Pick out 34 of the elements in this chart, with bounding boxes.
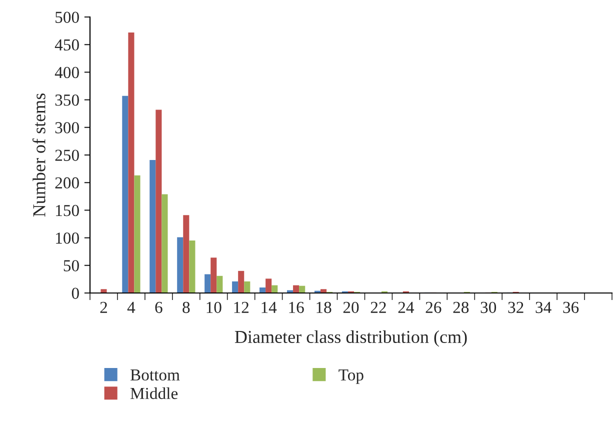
- y-tick-label: 500: [56, 12, 79, 23]
- x-tick-label: 6: [155, 302, 162, 314]
- x-tick-label: 32: [508, 302, 524, 314]
- legend-label: Middle: [130, 387, 178, 400]
- x-tick-label: 26: [426, 302, 442, 314]
- y-tick-label: 300: [55, 122, 79, 134]
- x-tick-label: 18: [316, 302, 332, 314]
- x-tick-label: 2: [100, 302, 107, 313]
- x-tick-label: 16: [289, 302, 304, 314]
- x-tick-label: 12: [234, 302, 249, 313]
- x-tick-label: 4: [127, 302, 136, 313]
- y-tick-label: 400: [54, 66, 79, 78]
- x-tick-label: 36: [563, 302, 579, 314]
- y-tick-label: 0: [72, 288, 79, 299]
- x-tick-label: 20: [343, 302, 359, 314]
- x-tick-label: 14: [262, 302, 277, 313]
- y-axis-title: Number of stems: [32, 93, 46, 217]
- x-axis-title: Diameter class distribution (cm): [234, 330, 467, 347]
- x-tick-label: 22: [370, 302, 386, 313]
- y-tick-label: 50: [64, 260, 79, 272]
- y-tick-label: 100: [56, 232, 79, 244]
- legend-label: Bottom: [130, 369, 180, 381]
- x-tick-label: 30: [480, 302, 496, 314]
- y-tick-label: 350: [55, 94, 79, 106]
- x-tick-label: 34: [536, 302, 552, 314]
- x-tick-label: 8: [182, 302, 190, 314]
- y-tick-label: 450: [54, 39, 79, 51]
- y-tick-label: 250: [55, 150, 79, 161]
- x-tick-label: 10: [206, 302, 222, 314]
- x-tick-label: 28: [453, 302, 469, 314]
- legend-label: Top: [338, 369, 364, 384]
- y-tick-label: 200: [55, 177, 79, 189]
- y-tick-label: 150: [56, 204, 79, 216]
- x-tick-label: 24: [398, 302, 414, 313]
